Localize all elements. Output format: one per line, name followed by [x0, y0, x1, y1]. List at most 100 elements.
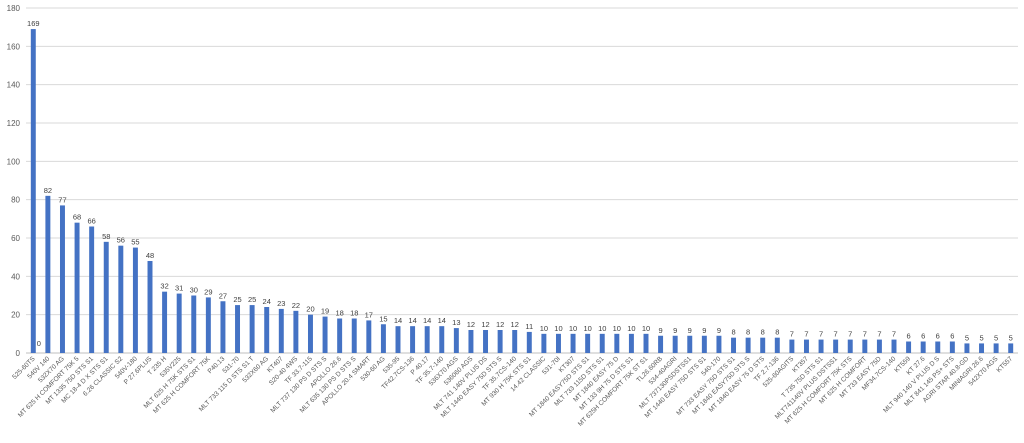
bar [439, 326, 445, 353]
bar [774, 337, 780, 353]
bar [979, 343, 985, 353]
bar [614, 333, 620, 353]
data-label: 56 [117, 236, 125, 245]
data-label: 11 [525, 322, 533, 331]
bar [205, 297, 211, 353]
y-tick-label: 180 [7, 4, 21, 13]
bar [672, 335, 678, 353]
data-label: 8 [761, 328, 765, 337]
data-label: 7 [877, 330, 881, 339]
data-label: 12 [481, 320, 489, 329]
bar [235, 305, 241, 353]
data-label: 10 [627, 324, 635, 333]
bar [410, 326, 416, 353]
data-label: 66 [87, 217, 95, 226]
data-label: 24 [263, 297, 271, 306]
bar [59, 205, 65, 353]
y-tick-label: 140 [7, 81, 21, 90]
data-label: 5 [1009, 333, 1013, 342]
bar [920, 341, 926, 353]
data-label: 7 [819, 330, 823, 339]
bar [906, 341, 912, 353]
data-label: 8 [731, 328, 735, 337]
data-label: 10 [554, 324, 562, 333]
data-label: 18 [335, 309, 343, 318]
bar [74, 222, 80, 353]
data-label: 55 [131, 238, 139, 247]
data-label: 9 [688, 326, 692, 335]
data-label: 12 [467, 320, 475, 329]
bar [366, 320, 372, 353]
bar [30, 29, 36, 353]
bar [876, 339, 882, 353]
data-label: 169 [27, 19, 40, 28]
bar [701, 335, 707, 353]
x-tick-label: KT557 [995, 355, 1014, 374]
data-label: 48 [146, 251, 154, 260]
bar [585, 333, 591, 353]
y-tick-label: 100 [7, 157, 21, 166]
y-tick-label: 160 [7, 42, 21, 51]
data-label: 7 [834, 330, 838, 339]
bar [220, 301, 226, 353]
bar [45, 195, 51, 353]
data-label: 13 [452, 318, 460, 327]
data-label: 25 [248, 295, 256, 304]
bar [278, 308, 284, 353]
data-label: 10 [569, 324, 577, 333]
data-label: 6 [950, 332, 954, 341]
bar [862, 339, 868, 353]
y-tick-label: 0 [16, 349, 21, 358]
bar [745, 337, 751, 353]
bar [526, 331, 532, 353]
data-label: 7 [804, 330, 808, 339]
data-label: 9 [702, 326, 706, 335]
bar [191, 295, 197, 353]
bar [380, 324, 386, 353]
bar [803, 339, 809, 353]
data-label: 6 [921, 332, 925, 341]
bar [891, 339, 897, 353]
bar [789, 339, 795, 353]
data-label: 22 [292, 301, 300, 310]
bar [424, 326, 430, 353]
data-label: 6 [907, 332, 911, 341]
data-label: 12 [511, 320, 519, 329]
bar [89, 226, 95, 353]
bar [599, 333, 605, 353]
bar [993, 343, 999, 353]
data-label: 8 [746, 328, 750, 337]
bar [570, 333, 576, 353]
bar [658, 335, 664, 353]
annotation-label: 0 [37, 339, 41, 348]
bar [628, 333, 634, 353]
data-label: 77 [58, 195, 66, 204]
data-label: 10 [540, 324, 548, 333]
bar [307, 314, 313, 353]
bar [322, 316, 328, 353]
data-label: 9 [673, 326, 677, 335]
data-label: 8 [775, 328, 779, 337]
data-label: 7 [892, 330, 896, 339]
data-label: 10 [583, 324, 591, 333]
y-tick-label: 120 [7, 119, 21, 128]
y-tick-label: 40 [11, 272, 20, 281]
data-label: 10 [598, 324, 606, 333]
data-label: 19 [321, 307, 329, 316]
bar [293, 310, 299, 353]
data-label: 68 [73, 213, 81, 222]
data-label: 30 [190, 286, 198, 295]
bar [964, 343, 970, 353]
data-label: 14 [423, 316, 431, 325]
data-label: 7 [863, 330, 867, 339]
bar [949, 341, 955, 353]
bar [132, 247, 138, 353]
bar [716, 335, 722, 353]
bar [453, 328, 459, 353]
bar [1008, 343, 1014, 353]
bar [818, 339, 824, 353]
y-axis: 0 20 40 60 80 100 120 140 160 180 [7, 4, 21, 358]
